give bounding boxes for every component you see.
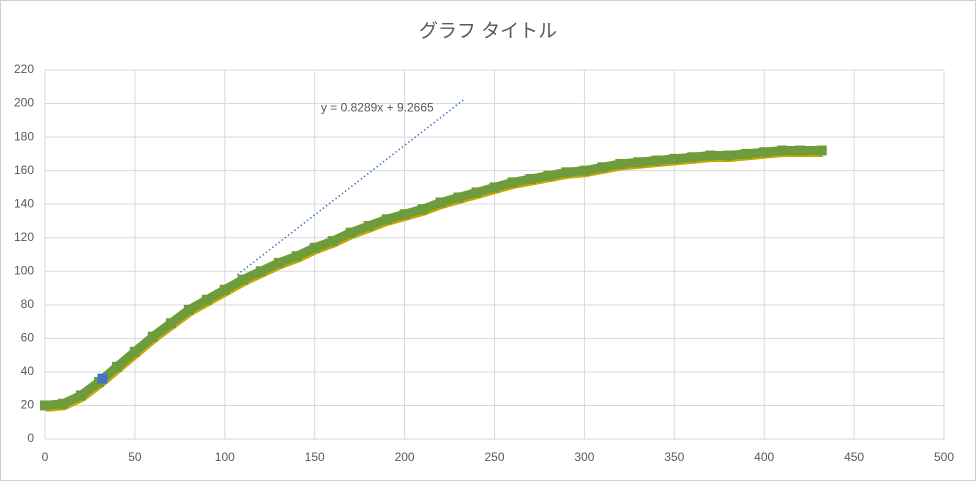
- point: [795, 145, 806, 156]
- point: [417, 204, 428, 215]
- point: [363, 220, 374, 231]
- y-tick-label: 100: [14, 263, 34, 277]
- point: [759, 147, 770, 158]
- point: [525, 174, 536, 185]
- point: [309, 242, 320, 253]
- x-tick-label: 400: [754, 450, 774, 464]
- x-tick-label: 500: [934, 450, 954, 464]
- point: [381, 214, 392, 225]
- point: [399, 209, 410, 220]
- point: [507, 177, 518, 188]
- y-tick-label: 160: [14, 163, 34, 177]
- point: [435, 197, 446, 208]
- point: [561, 167, 572, 178]
- y-tick-label: 120: [14, 230, 34, 244]
- point: [165, 318, 176, 329]
- y-tick-label: 60: [21, 331, 35, 345]
- point: [705, 150, 716, 161]
- point: [111, 361, 122, 372]
- y-tick-label: 180: [14, 129, 34, 143]
- y-tick-label: 200: [14, 96, 34, 110]
- point: [273, 257, 284, 268]
- point: [201, 294, 212, 305]
- trendline-label: y = 0.8289x + 9.2665: [321, 101, 434, 115]
- point: [816, 145, 827, 156]
- x-tick-label: 350: [664, 450, 684, 464]
- point: [633, 157, 644, 168]
- point: [543, 170, 554, 181]
- point: [345, 227, 356, 238]
- point: [75, 390, 86, 401]
- point: [741, 148, 752, 159]
- point: [579, 165, 590, 176]
- y-tick-label: 20: [21, 398, 35, 412]
- point: [453, 192, 464, 203]
- point: [219, 284, 230, 295]
- y-tick-label: 80: [21, 297, 35, 311]
- point: [40, 400, 50, 411]
- x-tick-label: 200: [395, 450, 415, 464]
- point: [687, 152, 698, 163]
- point: [183, 304, 194, 315]
- point: [327, 236, 338, 247]
- point: [129, 346, 140, 357]
- y-tick-label: 40: [21, 364, 35, 378]
- y-tick-label: 220: [14, 62, 34, 76]
- point: [57, 398, 68, 409]
- point: [291, 251, 302, 262]
- point: [723, 150, 734, 161]
- point: [237, 274, 248, 285]
- y-tick-label: 0: [27, 431, 34, 445]
- x-tick-label: 50: [128, 450, 142, 464]
- point: [255, 266, 266, 277]
- point: [471, 187, 482, 198]
- point: [147, 331, 158, 342]
- y-tick-label: 140: [14, 196, 34, 210]
- x-tick-label: 250: [484, 450, 504, 464]
- point: [651, 155, 662, 166]
- x-tick-label: 0: [42, 450, 49, 464]
- point: [777, 145, 788, 156]
- point: [669, 153, 680, 164]
- chart-title: グラフ タイトル: [419, 20, 557, 42]
- x-tick-label: 150: [305, 450, 325, 464]
- point: [597, 162, 608, 173]
- point: [615, 158, 626, 169]
- point: [489, 182, 500, 193]
- point: [97, 373, 108, 384]
- x-tick-label: 100: [215, 450, 235, 464]
- x-tick-label: 450: [844, 450, 864, 464]
- x-tick-label: 300: [574, 450, 594, 464]
